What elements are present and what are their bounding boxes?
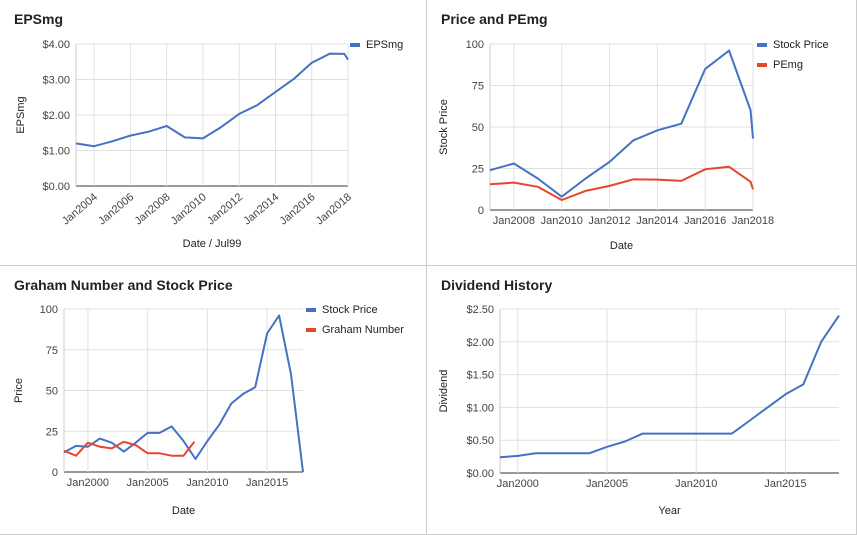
x-tick-label: Jan2016 <box>684 215 726 227</box>
legend-swatch <box>757 63 767 67</box>
y-tick-label: $1.50 <box>466 370 494 382</box>
legend-label: Graham Number <box>322 324 404 336</box>
x-tick-label: Jan2008 <box>493 215 535 227</box>
y-tick-label: 75 <box>472 81 484 93</box>
x-tick-label: Jan2010 <box>541 215 583 227</box>
x-tick-label: Jan2014 <box>636 215 678 227</box>
x-tick-label: Jan2016 <box>278 191 318 227</box>
chart-panel-price-pemg: Price and PEmg 0 25 50 75 100 Jan2008 Jan2010 J… <box>427 0 857 266</box>
x-tick-label: Jan2012 <box>588 215 630 227</box>
chart-dividend-svg: $0.00 $0.50 $1.00 $1.50 $2.00 $2.50 Jan2000 Jan… <box>438 304 840 517</box>
y-axis-label: Dividend <box>438 370 450 413</box>
legend-swatch <box>350 43 360 47</box>
x-axis-label: Date <box>610 240 633 252</box>
chart-panel-graham: Graham Number and Stock Price 0 25 50 75 100… <box>0 266 427 535</box>
chart-title: Dividend History <box>441 277 553 293</box>
legend-label: PEmg <box>773 59 803 71</box>
legend-swatch <box>757 43 767 47</box>
y-tick-label: $3.00 <box>42 75 70 87</box>
chart-title: Price and PEmg <box>441 11 548 27</box>
x-axis-label: Date / Jul99 <box>183 238 242 250</box>
series-line <box>63 440 196 457</box>
x-axis-label: Date <box>172 505 195 517</box>
y-tick-label: $1.00 <box>466 402 494 414</box>
x-tick-label: Jan2015 <box>764 478 806 490</box>
x-tick-label: Jan2010 <box>675 478 717 490</box>
y-tick-label: $1.00 <box>42 146 70 158</box>
x-axis-label: Year <box>658 505 681 517</box>
y-tick-label: $4.00 <box>42 39 70 51</box>
legend-swatch <box>306 328 316 332</box>
legend-label: Stock Price <box>322 304 378 316</box>
y-tick-label: 100 <box>40 304 58 316</box>
x-tick-label: Jan2004 <box>60 191 100 227</box>
legend-label: EPSmg <box>366 39 403 51</box>
x-tick-label: Jan2015 <box>246 477 288 489</box>
x-tick-label: Jan2005 <box>127 477 169 489</box>
y-tick-label: $2.00 <box>466 337 494 349</box>
series-line <box>489 165 754 201</box>
chart-price-pemg-svg: 0 25 50 75 100 Jan2008 Jan2010 Jan2012 Jan2014 Ja… <box>438 39 829 252</box>
chart-title: Graham Number and Stock Price <box>14 277 233 293</box>
x-tick-label: Jan2018 <box>732 215 774 227</box>
y-tick-label: 100 <box>466 39 484 51</box>
legend-swatch <box>306 308 316 312</box>
chart-epsmg-svg: $0.00$1.00$2.00$3.00$4.00Jan2004Jan2006J… <box>15 39 403 250</box>
y-axis-label: Stock Price <box>438 99 450 155</box>
x-tick-label: Jan2000 <box>497 478 539 490</box>
series-line <box>489 49 754 198</box>
x-tick-label: Jan2005 <box>586 478 628 490</box>
y-axis-label: Price <box>13 378 25 403</box>
y-tick-label: $2.50 <box>466 304 494 316</box>
y-tick-label: 75 <box>46 345 58 357</box>
y-tick-label: $0.50 <box>466 435 494 447</box>
x-tick-label: Jan2012 <box>205 191 245 227</box>
y-tick-label: 50 <box>472 122 484 134</box>
y-tick-label: 50 <box>46 386 58 398</box>
x-tick-label: Jan2010 <box>169 191 209 227</box>
y-tick-label: $0.00 <box>466 468 494 480</box>
series-line <box>75 52 349 148</box>
x-tick-label: Jan2008 <box>133 191 173 227</box>
chart-graham-svg: 0 25 50 75 100 Jan2000 Jan2005 Jan2010 Jan2015 Da… <box>13 304 404 517</box>
series-line <box>499 315 840 459</box>
legend-label: Stock Price <box>773 39 829 51</box>
x-tick-label: Jan2010 <box>186 477 228 489</box>
chart-panel-epsmg: EPSmg $0.00 $1.00 $2.00 $3.00 $4.00 Jan2004 Ja… <box>0 0 427 266</box>
y-tick-label: 0 <box>52 467 58 479</box>
y-tick-label: $0.00 <box>42 181 70 193</box>
chart-panel-dividend: Dividend History $0.00 $0.50 $1.00 $1.50 $2.… <box>427 266 857 535</box>
y-tick-label: 25 <box>472 164 484 176</box>
x-tick-label: Jan2018 <box>314 191 354 227</box>
x-tick-label: Jan2000 <box>67 477 109 489</box>
chart-title: EPSmg <box>14 11 64 27</box>
y-tick-label: $2.00 <box>42 110 70 122</box>
series-line <box>63 314 304 473</box>
x-tick-label: Jan2006 <box>96 191 136 227</box>
y-tick-label: 0 <box>478 205 484 217</box>
y-tick-label: 25 <box>46 426 58 438</box>
y-axis-label: EPSmg <box>15 96 27 133</box>
x-tick-label: Jan2014 <box>241 191 281 227</box>
